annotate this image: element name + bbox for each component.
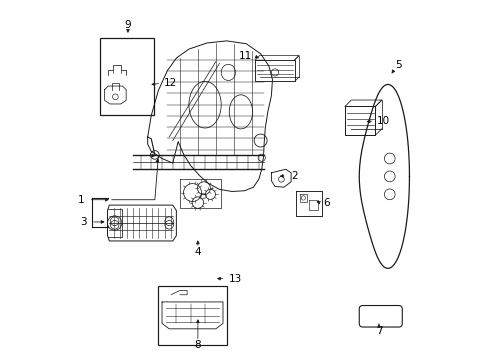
Text: 7: 7 [375, 325, 382, 336]
Text: 10: 10 [376, 116, 389, 126]
Text: 12: 12 [163, 78, 177, 88]
Text: 1: 1 [78, 195, 85, 205]
Text: 5: 5 [394, 59, 401, 69]
Text: 3: 3 [80, 217, 86, 227]
Text: 4: 4 [194, 247, 201, 257]
Bar [100, 39, 154, 116]
Text: 8: 8 [194, 340, 201, 350]
Text: 6: 6 [323, 198, 329, 208]
Bar [158, 286, 226, 345]
Text: 2: 2 [290, 171, 297, 181]
Text: 9: 9 [124, 20, 131, 30]
Text: 11: 11 [238, 51, 251, 61]
Text: 13: 13 [228, 274, 241, 284]
